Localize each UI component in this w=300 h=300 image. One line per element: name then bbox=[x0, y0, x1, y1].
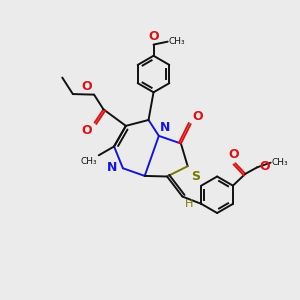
Text: CH₃: CH₃ bbox=[272, 158, 288, 166]
Text: O: O bbox=[193, 110, 203, 123]
Text: S: S bbox=[190, 170, 200, 183]
Text: CH₃: CH₃ bbox=[80, 158, 97, 166]
Text: O: O bbox=[82, 124, 92, 137]
Text: O: O bbox=[228, 148, 239, 161]
Text: O: O bbox=[81, 80, 92, 93]
Text: N: N bbox=[106, 161, 117, 174]
Text: O: O bbox=[259, 160, 270, 173]
Text: N: N bbox=[160, 121, 171, 134]
Text: H: H bbox=[185, 200, 194, 209]
Text: CH₃: CH₃ bbox=[169, 37, 185, 46]
Text: O: O bbox=[148, 30, 159, 43]
